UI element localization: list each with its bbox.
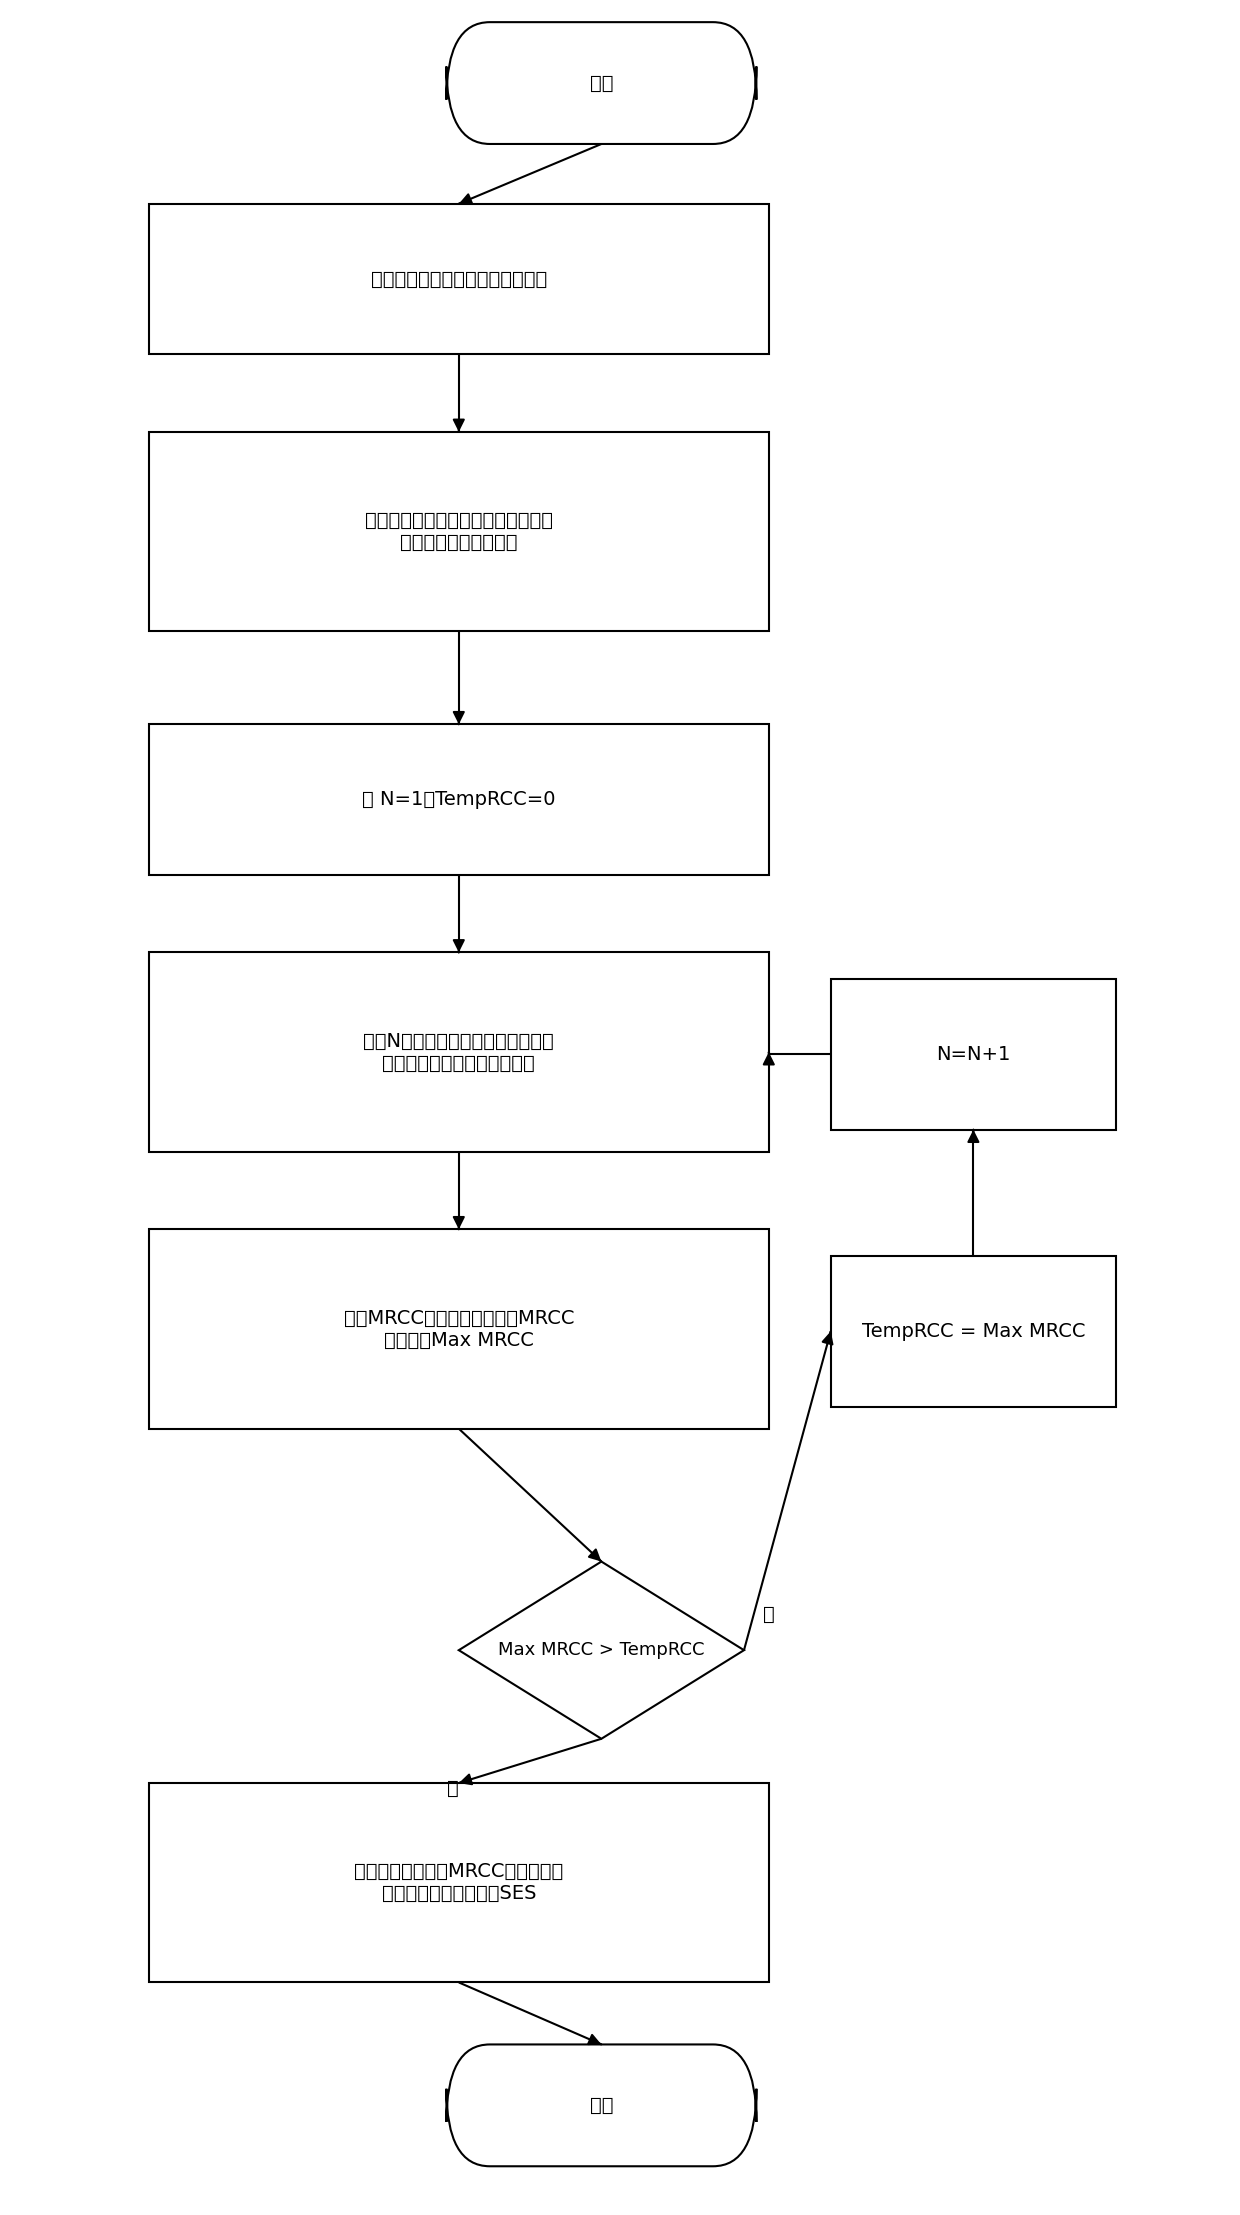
Bar	[149, 1783, 769, 1982]
Text: 对采集的振动信号进行预白化处理: 对采集的振动信号进行预白化处理	[371, 270, 547, 288]
Text: Max MRCC > TempRCC: Max MRCC > TempRCC	[498, 1641, 704, 1659]
Bar	[149, 724, 769, 875]
Bar	[149, 952, 769, 1152]
Polygon shape	[459, 1562, 744, 1739]
Text: 是: 是	[763, 1604, 774, 1624]
FancyBboxPatch shape	[446, 2044, 756, 2166]
Text: TempRCC = Max MRCC: TempRCC = Max MRCC	[862, 1322, 1085, 1340]
Text: 令 N=1，TempRCC=0: 令 N=1，TempRCC=0	[362, 791, 556, 808]
Text: 在傅里叶谱中找到符合条件的局部极
大值点和局部极小值点: 在傅里叶谱中找到符合条件的局部极 大值点和局部极小值点	[365, 512, 553, 552]
Bar	[831, 979, 1116, 1130]
Bar	[149, 432, 769, 631]
Bar	[149, 204, 769, 354]
Text: 选取所保存模态中MRCC值最大的模
态来求取其平方包络谱SES: 选取所保存模态中MRCC值最大的模 态来求取其平方包络谱SES	[355, 1863, 563, 1903]
Bar	[149, 1229, 769, 1429]
Text: 否: 否	[446, 1779, 459, 1799]
Text: N=N+1: N=N+1	[936, 1045, 1011, 1063]
Text: 结束: 结束	[590, 2095, 613, 2115]
Bar	[831, 1256, 1116, 1407]
FancyBboxPatch shape	[446, 22, 756, 144]
Text: 保存MRCC值最大的模态，该MRCC
值设置为Max MRCC: 保存MRCC值最大的模态，该MRCC 值设置为Max MRCC	[343, 1309, 574, 1349]
Text: 开始: 开始	[590, 73, 613, 93]
Text: 基于N个最大的局部极大值点和相应
的局部极小值点划分傅里叶谱: 基于N个最大的局部极大值点和相应 的局部极小值点划分傅里叶谱	[363, 1032, 554, 1072]
